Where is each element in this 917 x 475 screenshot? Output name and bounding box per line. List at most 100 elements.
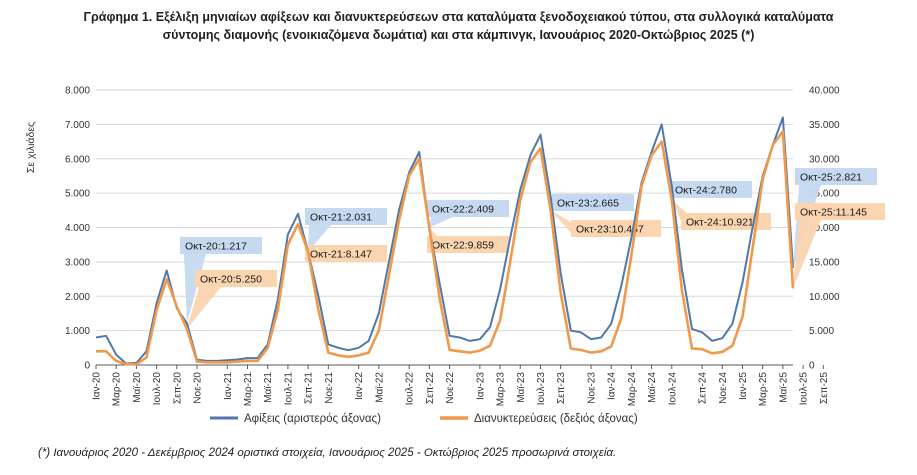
callout-box [795,168,877,185]
callout-nights: Οκτ-25:11.145 [793,203,885,289]
x-tick-label: Ιουλ-21 [283,372,294,406]
callout-label: Οκτ-24:2.780 [675,185,737,197]
callout-nights: Οκτ-20:5.250 [186,270,277,329]
x-tick-label: Ιουλ-23 [536,372,547,406]
legend-arrivals: Αφίξεις (αριστερός άξονας) [210,413,381,425]
y-left-tick-label: 2.000 [65,292,90,303]
callout-label: Οκτ-20:1.217 [185,241,247,253]
x-tick-label: Σεπ-22 [425,372,436,404]
x-tick-label: Ιαν-21 [223,372,234,400]
x-tick-label: Νοε-24 [718,372,729,404]
legend: Αφίξεις (αριστερός άξονας) Διανυκτερεύσει… [210,413,638,425]
x-tick-label: Σεπ-20 [172,372,183,404]
callout-box [427,236,509,253]
x-tick-label: Ιαν-23 [475,372,486,400]
y-left-tick-label: 1.000 [65,326,90,337]
y-right-tick-label: 40.000 [809,86,840,97]
callout-arrivals: Οκτ-22:2.409 [427,200,509,228]
x-tick-label: Σεπ-23 [556,372,567,404]
y-left-tick-label: 6.000 [65,154,90,165]
x-tick-label: Μαϊ-22 [374,372,385,403]
legend-label: Αφίξεις (αριστερός άξονας) [244,413,381,425]
y-right-tick-label: 20.000 [809,223,840,234]
callout-box [571,220,661,237]
callout-box [670,181,752,198]
x-tick-label: Σεπ-25 [819,372,830,404]
x-tick-label: Μαρ-21 [243,372,254,407]
callout-label: Οκτ-22:2.409 [432,204,494,216]
callout-label: Οκτ-23:10.467 [576,224,644,236]
y-left-tick-label: 7.000 [65,120,90,131]
callout-arrivals: Οκτ-23:2.665 [550,194,634,211]
callout-box [195,270,277,287]
x-tick-label: Ιαν-20 [92,372,103,400]
x-tick-label: Μαϊ-20 [132,372,143,403]
x-tick-label: Μαρ-23 [496,372,507,407]
x-tick-label: Ιουλ-20 [152,372,163,406]
footnote: (*) Ιανουάριος 2020 - Δεκέμβριος 2024 ορ… [38,447,617,459]
callout-pointer [186,287,221,329]
callout-nights: Οκτ-24:10.921 [671,200,771,230]
y-axis-title: Σε χιλιάδες [25,122,37,173]
callouts: Οκτ-20:1.217 Οκτ-20:5.250 Οκτ-21:2.031 Οκτ-… [180,168,885,329]
x-tick-label: Ιαν-25 [738,372,749,400]
callout-label: Οκτ-25:2.821 [800,172,862,184]
series-arrivals-line [95,116,794,365]
x-tick-label: Σεπ-21 [304,372,315,404]
x-tick-label: Νοε-21 [324,372,335,404]
callout-box [305,208,387,225]
callout-label: Οκτ-24:10.921 [686,217,754,229]
callout-label: Οκτ-21:8.147 [310,249,372,261]
callout-pointer [793,220,821,289]
callout-box [795,203,885,220]
x-tick-label: Νοε-20 [193,372,204,404]
callout-box [180,237,262,254]
x-tick-label: Ιουλ-22 [405,372,416,406]
legend-nights: Διανυκτερεύσεις (δεξιός άξονας) [440,413,638,425]
callout-box [681,213,771,230]
callout-nights: Οκτ-23:10.467 [550,210,661,237]
x-tick-label: Μαρ-20 [112,372,123,407]
y-right-tick-label: 0 [809,361,815,372]
x-tick-label: Μαϊ-23 [516,372,527,403]
x-tick-label: Μαϊ-24 [647,372,658,403]
x-tick-label: Μαρ-24 [627,372,638,407]
y-right-tick-label: 35.000 [809,120,840,131]
chart-title-line-2: σύντομης διαμονής (ενοικιαζόμενα δωμάτια… [162,28,755,42]
y-left-tick-label: 8.000 [65,86,90,97]
y-left-tick-label: 3.000 [65,257,90,268]
x-tick-label: Ιαν-24 [607,372,618,400]
callout-arrivals: Οκτ-24:2.780 [670,181,752,198]
y-right-tick-label: 30.000 [809,154,840,165]
y-left-tick-label: 5.000 [65,189,90,200]
callout-label: Οκτ-25:11.145 [800,207,867,219]
x-tick-label: Νοε-22 [445,372,456,404]
y-right-tick-label: 25.000 [809,189,840,200]
chart-title-line-1: Γράφημα 1. Εξέλιξη μηνιαίων αφίξεων και … [83,10,834,24]
callout-pointer [308,225,331,252]
callout-box [427,200,509,217]
series-nights-line [96,130,795,366]
callout-nights: Οκτ-21:8.147 [305,245,387,262]
y-right-tick-label: 5.000 [809,326,834,337]
callout-pointer [429,217,453,228]
x-tick-label: Μαϊ-21 [263,372,274,403]
callout-nights: Οκτ-22:9.859 [427,227,509,253]
callout-label: Οκτ-23:2.665 [557,198,619,210]
y-left-tick-label: 0 [84,361,90,372]
line-chart: 0 1.000 2.000 3.000 4.000 5.000 6.000 7.000 8.00… [25,86,885,425]
chart-title: Γράφημα 1. Εξέλιξη μηνιαίων αφίξεων και … [10,8,907,44]
x-tick-label: Ιουλ-25 [799,372,810,406]
callout-box [552,194,634,211]
callout-label: Οκτ-21:2.031 [310,212,372,224]
x-tick-label: Ιουλ-24 [667,372,678,406]
y-right-tick-label: 15.000 [809,257,840,268]
axes: 0 1.000 2.000 3.000 4.000 5.000 6.000 7.000 8.00… [25,86,840,407]
x-tick-label: Μαϊ-25 [778,372,789,403]
y-left-tick-label: 4.000 [65,223,90,234]
x-tick-label: Ιαν-22 [354,372,365,400]
y-right-tick-label: 10.000 [809,292,840,303]
callout-label: Οκτ-22:9.859 [432,240,494,252]
callout-label: Οκτ-20:5.250 [200,274,262,286]
x-tick-label: Μαρ-25 [758,372,769,407]
